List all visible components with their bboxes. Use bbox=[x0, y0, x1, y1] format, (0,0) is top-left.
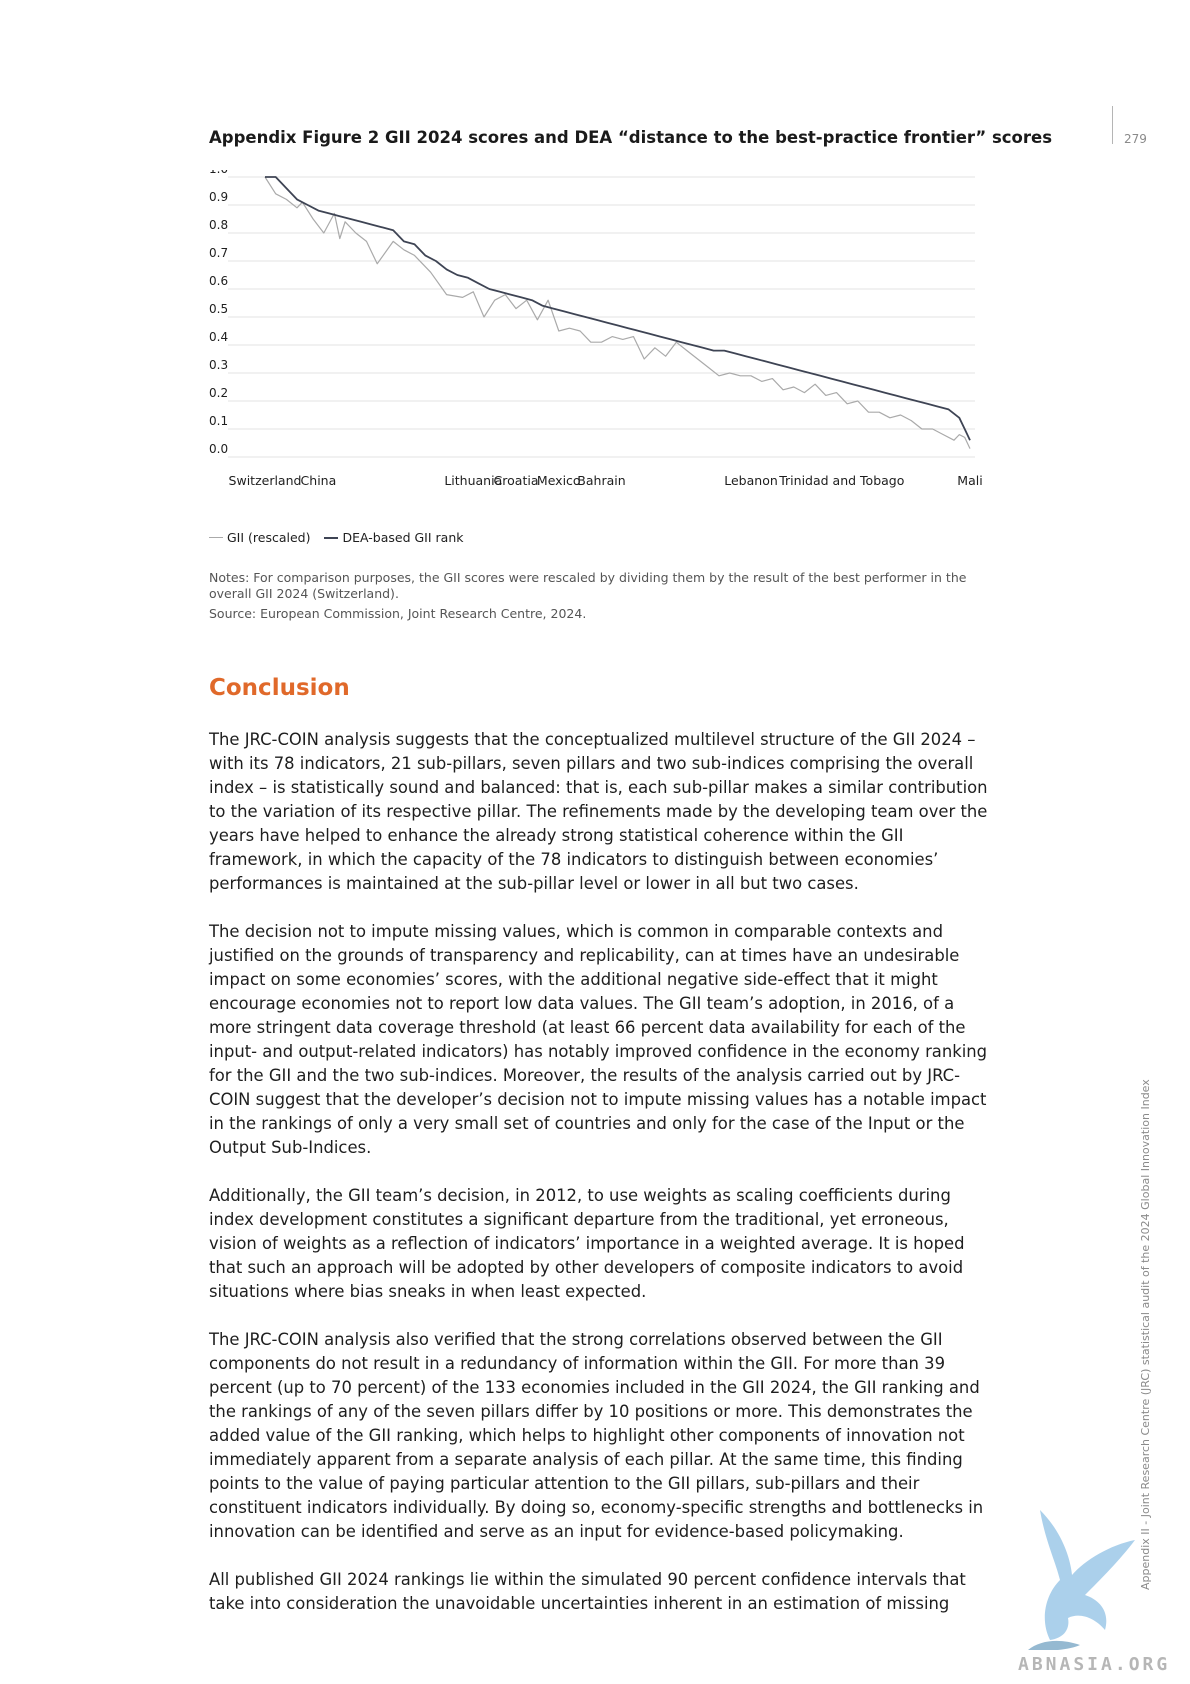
y-tick-label: 0.5 bbox=[209, 302, 228, 316]
x-tick-label: Lebanon bbox=[724, 473, 778, 488]
line-chart: 1.0 0.9 0.8 0.7 0.6 0.5 0.4 0.3 0.2 0.1 0.0 Switzer… bbox=[205, 170, 1005, 560]
chart-legend: GII (rescaled) DEA-based GII rank bbox=[209, 530, 464, 545]
legend-label-gii: GII (rescaled) bbox=[227, 530, 310, 545]
series-line-gii bbox=[265, 177, 970, 449]
bird-logo-icon bbox=[1010, 1500, 1140, 1650]
figure-title: Appendix Figure 2 GII 2024 scores and DE… bbox=[209, 128, 1052, 147]
legend-swatch-dea bbox=[324, 537, 338, 539]
y-tick-label: 0.4 bbox=[209, 330, 228, 344]
x-tick-label: China bbox=[301, 473, 337, 488]
paragraph: All published GII 2024 rankings lie with… bbox=[209, 1568, 994, 1616]
y-tick-label: 0.2 bbox=[209, 386, 228, 400]
section-heading: Conclusion bbox=[209, 675, 350, 701]
y-tick-label: 0.8 bbox=[209, 218, 228, 232]
x-tick-label: Mali bbox=[957, 473, 982, 488]
paragraph: The decision not to impute missing value… bbox=[209, 920, 994, 1160]
y-tick-label: 0.7 bbox=[209, 246, 228, 260]
x-tick-label: Switzerland bbox=[229, 473, 302, 488]
page-number-rule bbox=[1112, 106, 1113, 144]
conclusion-body: The JRC-COIN analysis suggests that the … bbox=[209, 728, 994, 1640]
figure-notes: Notes: For comparison purposes, the GII … bbox=[209, 570, 989, 626]
x-tick-label: Trinidad and Tobago bbox=[778, 473, 904, 488]
legend-item-gii: GII (rescaled) bbox=[209, 530, 310, 545]
y-tick-label: 0.6 bbox=[209, 274, 228, 288]
legend-item-dea: DEA-based GII rank bbox=[324, 530, 463, 545]
x-tick-label: Bahrain bbox=[577, 473, 625, 488]
page-number: 279 bbox=[1124, 132, 1147, 146]
notes-text: Notes: For comparison purposes, the GII … bbox=[209, 570, 989, 602]
y-tick-label: 0.1 bbox=[209, 414, 228, 428]
x-tick-label: Croatia bbox=[494, 473, 539, 488]
paragraph: The JRC-COIN analysis suggests that the … bbox=[209, 728, 994, 896]
y-tick-label: 1.0 bbox=[209, 170, 228, 176]
x-tick-label: Mexico bbox=[537, 473, 581, 488]
source-text: Source: European Commission, Joint Resea… bbox=[209, 606, 989, 622]
y-tick-label: 0.9 bbox=[209, 190, 228, 204]
watermark-text: ABNASIA.ORG bbox=[1018, 1654, 1170, 1675]
y-tick-label: 0.0 bbox=[209, 442, 228, 456]
paragraph: The JRC-COIN analysis also verified that… bbox=[209, 1328, 994, 1544]
legend-label-dea: DEA-based GII rank bbox=[342, 530, 463, 545]
y-tick-label: 0.3 bbox=[209, 358, 228, 372]
legend-swatch-gii bbox=[209, 537, 223, 538]
paragraph: Additionally, the GII team’s decision, i… bbox=[209, 1184, 994, 1304]
